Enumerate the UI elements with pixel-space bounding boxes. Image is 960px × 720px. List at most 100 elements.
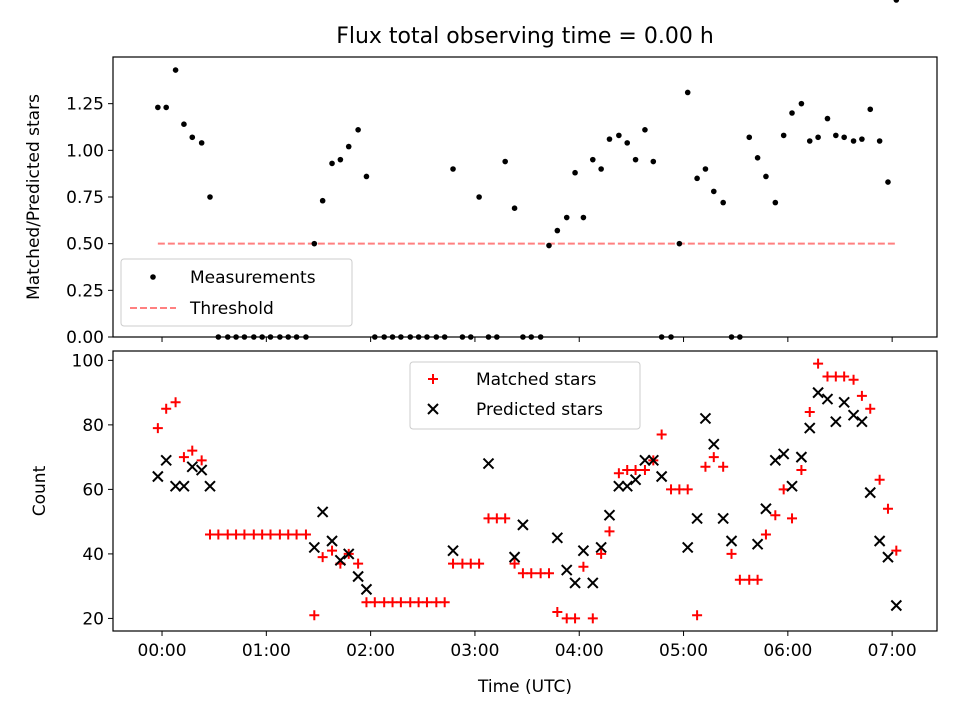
matched-star-point xyxy=(196,455,207,466)
matched-star-point xyxy=(587,613,598,624)
measurement-point xyxy=(754,155,761,161)
ratio-legend-box xyxy=(120,258,353,327)
matched-star-point xyxy=(509,558,520,569)
matched-star-point xyxy=(170,397,181,408)
predicted-star-point xyxy=(717,512,729,525)
matched-star-point xyxy=(882,503,893,514)
matched-star-point xyxy=(804,406,815,417)
measurement-point xyxy=(163,104,169,111)
x-tick-label: 05:00 xyxy=(659,641,708,661)
measurement-point xyxy=(198,140,205,146)
measurement-point xyxy=(345,143,352,150)
measurement-point xyxy=(815,134,821,141)
x-tick-label: 03:00 xyxy=(450,641,499,661)
measurement-point xyxy=(806,138,813,144)
matched-star-point xyxy=(700,461,711,472)
matched-star-point xyxy=(552,606,563,617)
ratio-y-axis-label: Matched/Predicted stars xyxy=(24,94,44,300)
predicted-star-point xyxy=(691,512,703,525)
counts-legend: Matched stars Predicted stars xyxy=(409,361,641,430)
matched-star-point xyxy=(561,613,572,624)
matched-star-point xyxy=(874,474,885,485)
measurement-point xyxy=(746,134,753,141)
matched-star-point xyxy=(274,529,285,540)
counts-y-tick-label: 100 xyxy=(72,351,104,371)
matched-star-point xyxy=(369,597,380,608)
ratio-legend: Measurements Threshold xyxy=(120,258,353,327)
predicted-star-point xyxy=(569,577,581,589)
predicted-star-point xyxy=(699,412,712,425)
matched-star-point xyxy=(300,529,311,540)
matched-star-point xyxy=(734,574,745,585)
matched-star-point xyxy=(465,558,476,569)
legend-measurements-label: Measurements xyxy=(190,268,316,288)
matched-star-point xyxy=(535,568,546,579)
measurement-point xyxy=(580,214,587,221)
predicted-star-point xyxy=(682,541,694,554)
predicted-star-point xyxy=(708,438,720,450)
matched-star-point xyxy=(439,597,450,608)
predicted-star-point xyxy=(821,393,834,405)
predicted-star-point xyxy=(482,457,495,470)
matched-star-point xyxy=(752,574,763,585)
legend-measurement-marker xyxy=(150,274,156,280)
x-axis-label: Time (UTC) xyxy=(477,677,572,697)
matched-star-point xyxy=(205,529,216,540)
measurement-point xyxy=(694,175,700,182)
matched-star-point xyxy=(622,465,633,476)
predicted-star-point xyxy=(551,532,564,544)
matched-star-point xyxy=(222,529,233,540)
measurement-point xyxy=(189,134,196,141)
matched-star-point xyxy=(213,529,224,540)
predicted-star-point xyxy=(169,480,182,492)
matched-star-point xyxy=(327,545,338,556)
measurement-point xyxy=(319,197,326,204)
predicted-star-point xyxy=(160,454,172,467)
matched-star-point xyxy=(726,548,737,559)
measurement-point xyxy=(642,127,648,133)
measurement-point xyxy=(772,199,779,206)
predicted-star-point xyxy=(629,474,642,486)
matched-star-point xyxy=(830,371,841,382)
legend-matched-marker xyxy=(428,374,438,384)
predicted-star-point xyxy=(890,599,903,612)
measurement-point xyxy=(684,89,691,96)
matched-star-point xyxy=(265,529,276,540)
matched-star-point xyxy=(770,510,781,521)
matched-star-point xyxy=(604,526,615,537)
matched-star-point xyxy=(526,568,537,579)
measurement-point xyxy=(598,166,604,172)
matched-star-point xyxy=(283,529,294,540)
counts-y-tick-label: 80 xyxy=(82,416,104,436)
x-tick-label: 02:00 xyxy=(346,641,395,661)
predicted-star-point xyxy=(769,454,782,467)
measurement-point xyxy=(876,138,883,144)
matched-star-point xyxy=(813,358,824,369)
predicted-star-point xyxy=(621,480,633,492)
matched-star-point xyxy=(578,561,589,572)
matched-star-point xyxy=(613,468,624,479)
predicted-star-point xyxy=(856,415,868,428)
ratio-y-tick-label: 0.25 xyxy=(66,281,104,301)
predicted-star-point xyxy=(334,554,347,567)
measurement-point xyxy=(885,179,891,185)
matched-star-point xyxy=(500,513,511,524)
matched-star-point xyxy=(457,558,468,569)
matched-star-point xyxy=(248,529,259,540)
predicted-star-point xyxy=(308,541,321,554)
measurement-point xyxy=(763,173,769,180)
measurement-point xyxy=(589,156,596,163)
measurement-point xyxy=(650,158,657,165)
measurement-point xyxy=(155,104,161,111)
predicted-star-point xyxy=(447,544,459,557)
legend-predicted-marker xyxy=(427,403,439,415)
matched-star-point xyxy=(666,484,677,495)
matched-star-point xyxy=(708,452,719,463)
predicted-star-point xyxy=(517,519,529,531)
matched-star-point xyxy=(718,461,729,472)
predicted-star-point xyxy=(751,538,764,550)
matched-star-point xyxy=(848,374,859,385)
measurement-point xyxy=(606,136,613,142)
